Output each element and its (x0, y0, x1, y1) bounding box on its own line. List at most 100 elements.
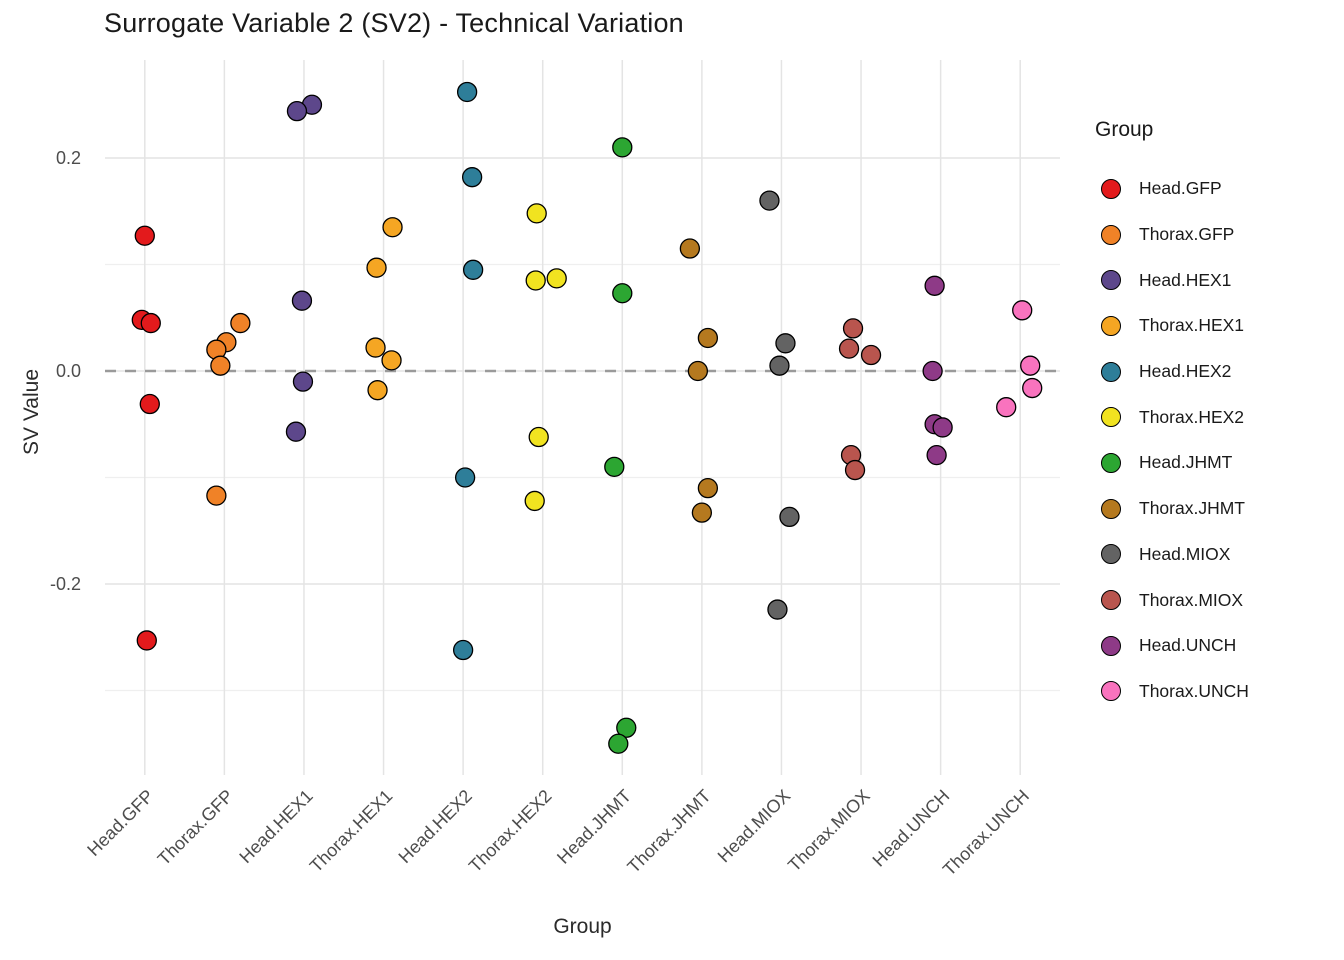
legend-label: Thorax.MIOX (1139, 589, 1244, 610)
data-point-Thorax.GFP[interactable] (230, 312, 251, 334)
data-point-Head.MIOX[interactable] (779, 506, 800, 528)
data-point-Head.UNCH[interactable] (924, 275, 945, 296)
legend-swatch-icon (1101, 407, 1121, 428)
x-tick-label: Head.MIOX (714, 786, 795, 867)
data-point-Head.HEX2[interactable] (452, 639, 474, 661)
x-tick-label: Thorax.JHMT (623, 786, 714, 877)
data-point-Head.MIOX[interactable] (769, 355, 790, 376)
data-point-Head.GFP[interactable] (134, 225, 155, 246)
legend-swatch-icon (1101, 635, 1121, 656)
legend-item-Thorax.JHMT[interactable]: Thorax.JHMT (1095, 486, 1335, 532)
x-tick-label: Thorax.GFP (154, 786, 237, 869)
legend-item-Thorax.HEX2[interactable]: Thorax.HEX2 (1095, 394, 1335, 440)
legend-swatch-icon (1101, 224, 1121, 245)
legend-item-Thorax.MIOX[interactable]: Thorax.MIOX (1095, 577, 1335, 623)
data-point-Head.MIOX[interactable] (775, 333, 796, 354)
data-point-Head.HEX2[interactable] (456, 81, 478, 103)
data-point-Head.UNCH[interactable] (922, 360, 943, 382)
y-tick-label: 0.0 (56, 361, 81, 381)
data-point-Head.HEX1[interactable] (292, 371, 314, 392)
data-point-Thorax.HEX1[interactable] (382, 217, 403, 238)
data-point-Head.GFP[interactable] (139, 393, 160, 415)
legend-item-Thorax.HEX1[interactable]: Thorax.HEX1 (1095, 303, 1335, 349)
data-point-Thorax.UNCH[interactable] (1012, 300, 1033, 321)
data-point-Head.MIOX[interactable] (759, 190, 780, 211)
legend-item-Head.HEX2[interactable]: Head.HEX2 (1095, 349, 1335, 395)
legend-label: Thorax.UNCH (1139, 680, 1249, 701)
data-point-Head.GFP[interactable] (136, 630, 157, 651)
data-point-Thorax.MIOX[interactable] (844, 459, 866, 481)
data-point-Thorax.UNCH[interactable] (996, 397, 1017, 418)
legend-item-Head.MIOX[interactable]: Head.MIOX (1095, 532, 1335, 578)
legend-swatch-icon (1101, 270, 1121, 291)
legend-label: Thorax.HEX2 (1139, 406, 1245, 427)
data-point-Thorax.HEX1[interactable] (366, 257, 387, 278)
data-point-Thorax.MIOX[interactable] (838, 338, 860, 359)
data-point-Head.JHMT[interactable] (604, 456, 625, 478)
data-point-Head.MIOX[interactable] (767, 599, 788, 620)
data-point-Head.HEX1[interactable] (286, 100, 308, 122)
legend-item-Thorax.UNCH[interactable]: Thorax.UNCH (1095, 669, 1335, 715)
data-point-Thorax.GFP[interactable] (206, 485, 227, 506)
x-tick-label: Thorax.HEX1 (306, 786, 397, 877)
data-point-Thorax.MIOX[interactable] (860, 344, 882, 366)
legend-swatch-icon (1101, 361, 1121, 382)
data-point-Head.HEX2[interactable] (461, 167, 483, 188)
data-point-Thorax.HEX2[interactable] (526, 203, 547, 224)
data-point-Thorax.JHMT[interactable] (687, 360, 709, 382)
data-point-Thorax.MIOX[interactable] (842, 318, 864, 339)
y-tick-label: -0.2 (50, 574, 81, 594)
data-point-Head.HEX2[interactable] (462, 259, 484, 280)
legend-item-Thorax.GFP[interactable]: Thorax.GFP (1095, 212, 1335, 258)
y-tick-label: 0.2 (56, 148, 81, 168)
legend-item-Head.JHMT[interactable]: Head.JHMT (1095, 440, 1335, 486)
data-point-Thorax.HEX2[interactable] (524, 490, 545, 512)
x-axis-title: Group (553, 915, 612, 938)
data-point-Head.GFP[interactable] (140, 312, 161, 334)
legend-swatch-icon (1101, 452, 1121, 473)
legend-label: Head.GFP (1139, 178, 1222, 199)
data-point-Thorax.HEX1[interactable] (381, 350, 402, 371)
x-tick-label: Head.HEX1 (235, 786, 316, 867)
data-point-Thorax.JHMT[interactable] (697, 477, 719, 499)
data-point-Thorax.HEX2[interactable] (528, 426, 549, 448)
data-point-Head.JHMT[interactable] (612, 283, 633, 304)
legend-swatch-icon (1101, 315, 1121, 336)
legend-item-Head.HEX1[interactable]: Head.HEX1 (1095, 257, 1335, 303)
data-point-Thorax.HEX1[interactable] (365, 337, 386, 358)
data-point-Thorax.UNCH[interactable] (1022, 377, 1043, 399)
legend-item-Head.GFP[interactable]: Head.GFP (1095, 166, 1335, 212)
data-point-Head.UNCH[interactable] (932, 417, 953, 438)
data-point-Thorax.HEX2[interactable] (525, 270, 546, 291)
x-tick-label: Head.JHMT (553, 786, 635, 868)
data-point-Thorax.JHMT[interactable] (697, 327, 719, 349)
x-tick-label: Head.GFP (83, 786, 157, 860)
data-point-Thorax.HEX1[interactable] (367, 380, 388, 401)
legend-swatch-icon (1101, 498, 1121, 519)
legend-label: Head.HEX2 (1139, 361, 1232, 382)
data-point-Thorax.JHMT[interactable] (679, 238, 701, 259)
legend-label: Head.HEX1 (1139, 269, 1232, 290)
chart-title: Surrogate Variable 2 (SV2) - Technical V… (104, 8, 684, 38)
data-point-Head.HEX1[interactable] (285, 421, 307, 442)
data-point-Head.JHMT[interactable] (616, 717, 637, 738)
data-point-Thorax.JHMT[interactable] (691, 502, 713, 523)
data-point-Head.JHMT[interactable] (612, 137, 633, 158)
legend-label: Thorax.HEX1 (1139, 315, 1245, 336)
legend: Group Head.GFP Thorax.GFP Head.HEX1 Thorax.… (1095, 118, 1335, 714)
data-point-Thorax.GFP[interactable] (210, 355, 231, 376)
data-point-Thorax.HEX2[interactable] (546, 268, 567, 289)
data-point-Head.HEX2[interactable] (454, 467, 476, 488)
x-tick-label: Thorax.MIOX (784, 786, 874, 876)
legend-swatch-icon (1101, 178, 1121, 199)
legend-title: Group (1095, 118, 1154, 141)
data-point-Head.JHMT[interactable] (608, 733, 629, 754)
legend-item-Head.UNCH[interactable]: Head.UNCH (1095, 623, 1335, 669)
data-point-Head.UNCH[interactable] (926, 444, 947, 466)
legend-label: Head.UNCH (1139, 635, 1237, 656)
legend-swatch-icon (1101, 681, 1121, 702)
data-point-Head.HEX1[interactable] (291, 290, 313, 311)
data-point-Thorax.UNCH[interactable] (1020, 355, 1041, 376)
